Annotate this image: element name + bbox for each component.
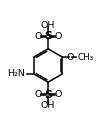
Text: S: S bbox=[44, 31, 52, 41]
Text: OH: OH bbox=[41, 101, 55, 110]
Text: O: O bbox=[35, 90, 42, 99]
Text: O: O bbox=[67, 53, 74, 62]
Text: H₂N: H₂N bbox=[7, 69, 25, 78]
Text: OH: OH bbox=[41, 21, 55, 30]
Text: O: O bbox=[54, 90, 61, 99]
Text: O: O bbox=[35, 32, 42, 41]
Text: CH₃: CH₃ bbox=[77, 53, 94, 62]
Text: O: O bbox=[54, 32, 61, 41]
Text: S: S bbox=[44, 90, 52, 100]
